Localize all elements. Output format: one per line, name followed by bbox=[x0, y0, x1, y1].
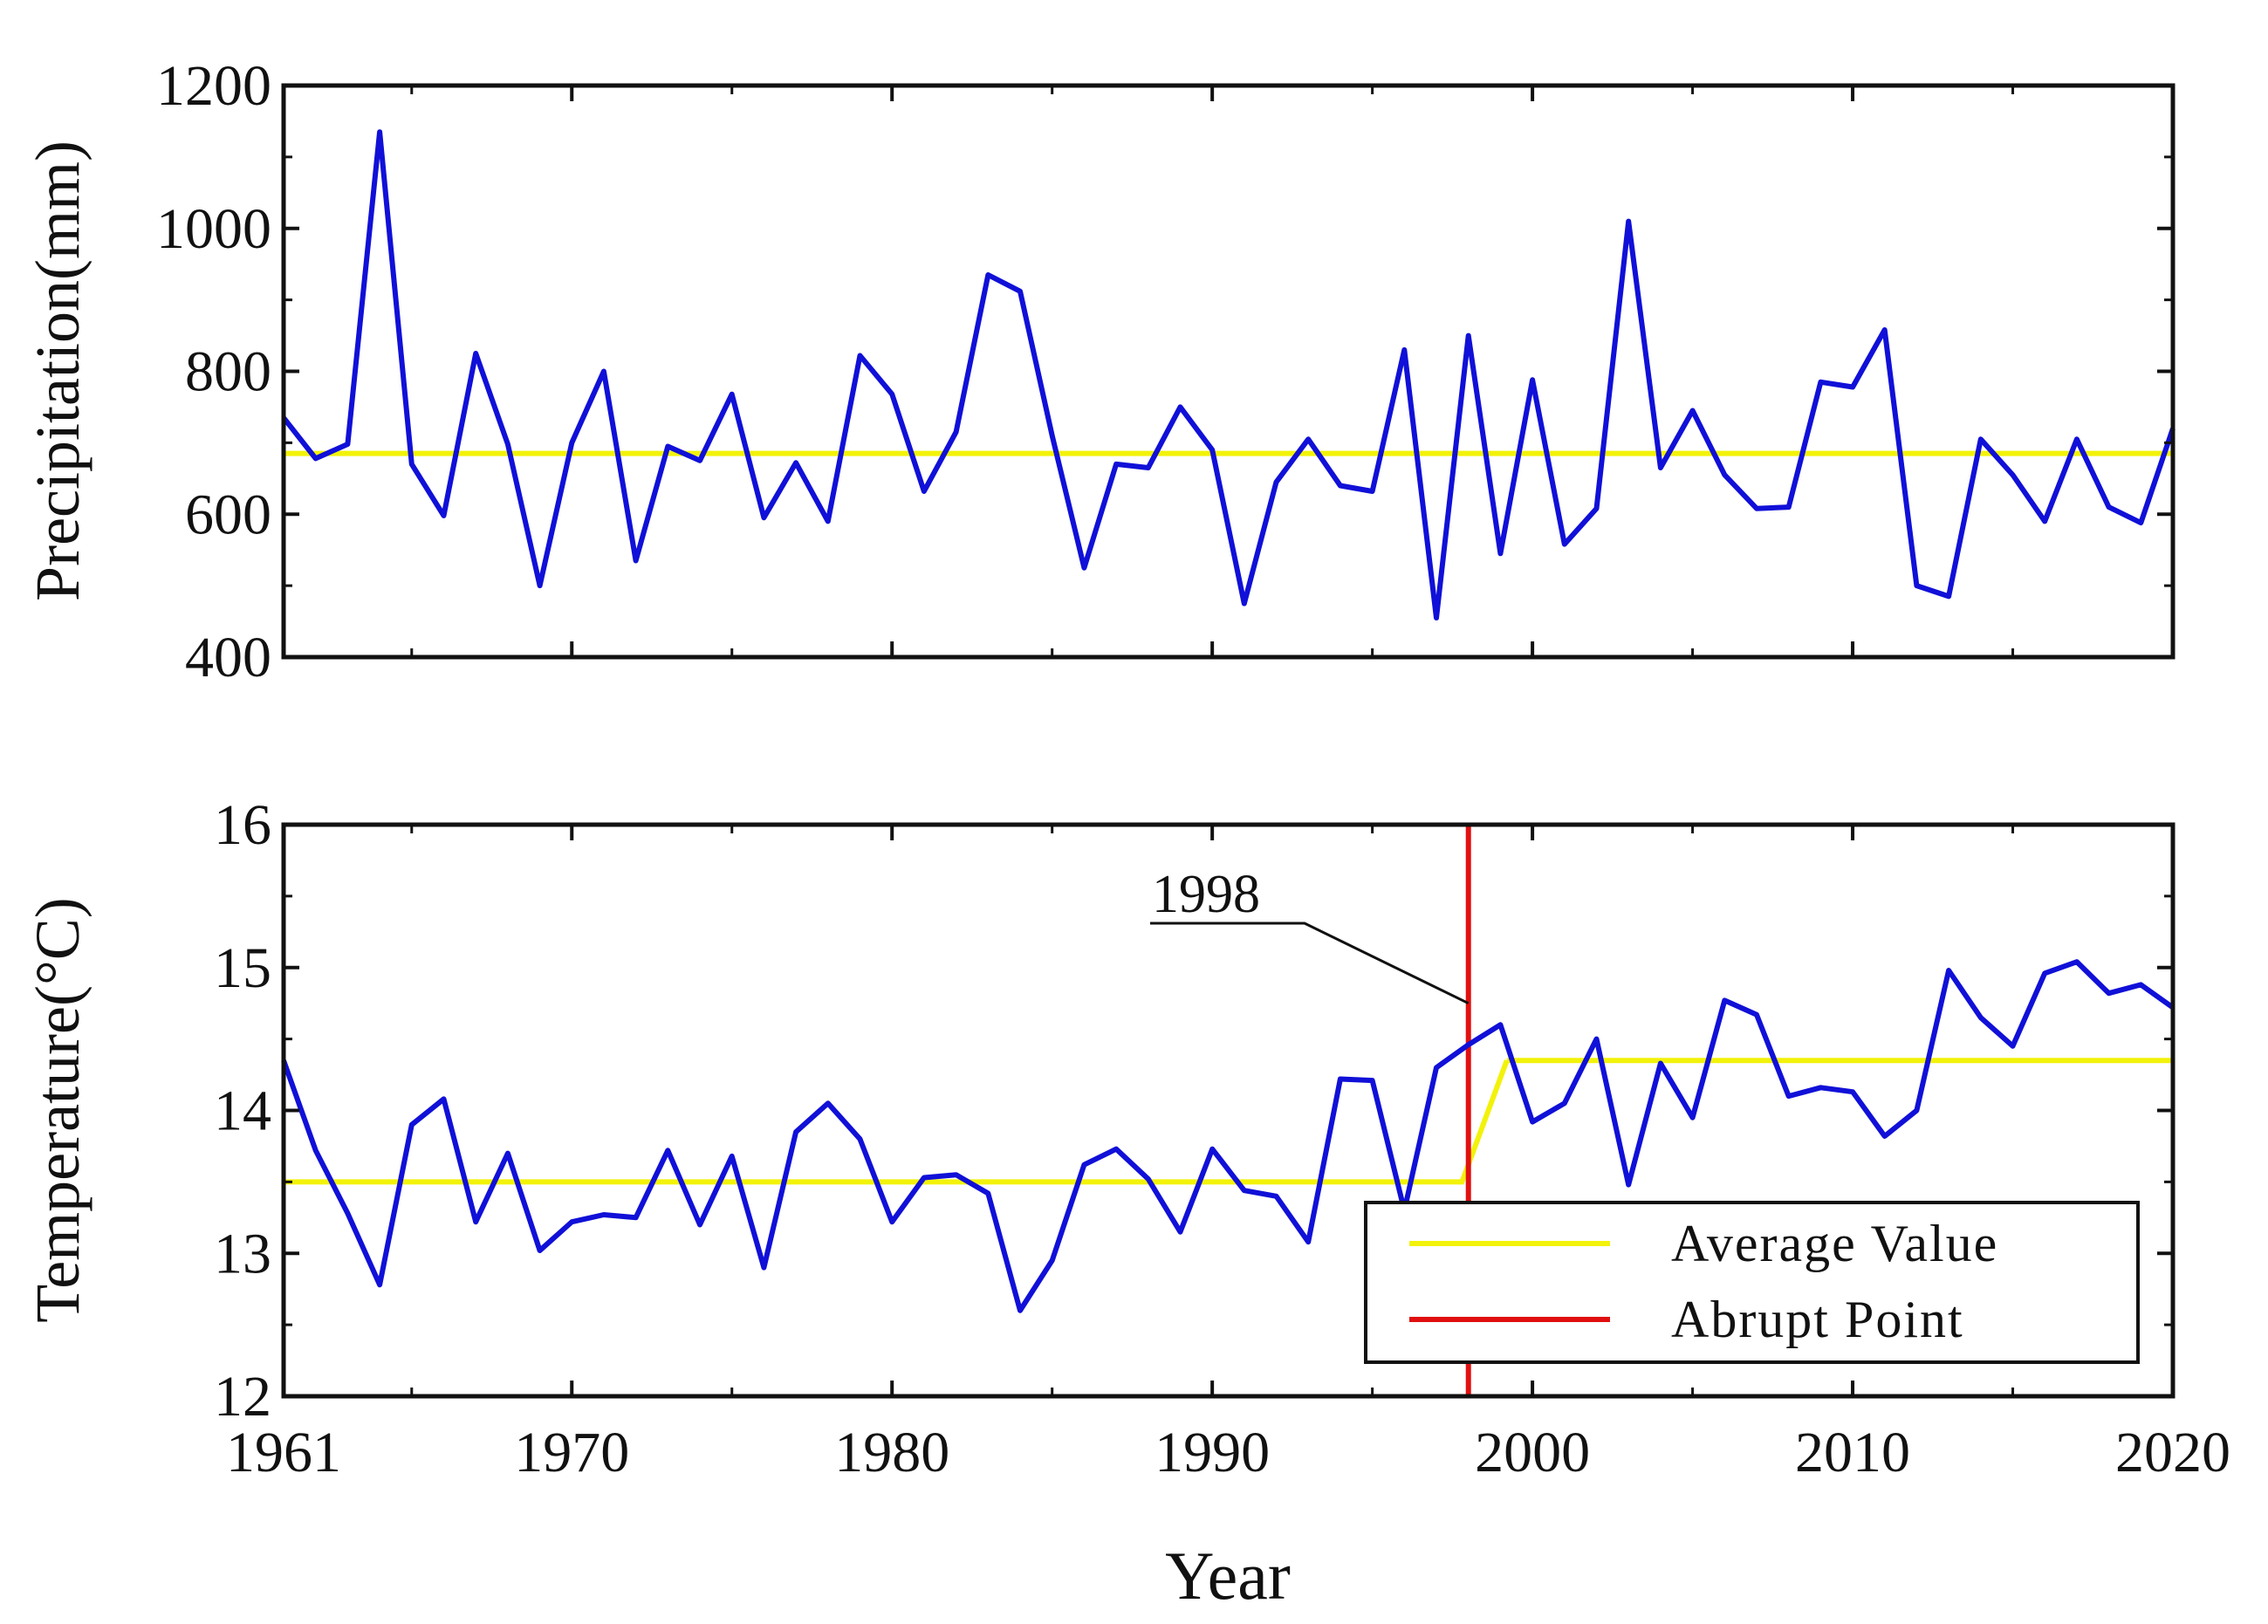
legend-label-average: Average Value bbox=[1671, 1215, 1998, 1272]
precipitation-y-axis-label: Precipitation(mm) bbox=[23, 140, 93, 601]
x-axis-label: Year bbox=[1165, 1538, 1291, 1614]
legend-box bbox=[1364, 1201, 2140, 1364]
annotation-label: 1998 bbox=[1152, 865, 1260, 924]
xtick-label: 1961 bbox=[226, 1421, 341, 1484]
temperature-average-line-before bbox=[284, 1059, 1510, 1185]
temperature-ytick-label: 12 bbox=[214, 1365, 271, 1429]
annotation-leader-line bbox=[1150, 922, 1470, 1005]
xtick-label: 2010 bbox=[1795, 1421, 1910, 1484]
precipitation-panel: 400 600 800 1000 1200 Precipitation(mm) bbox=[23, 54, 2175, 689]
temperature-ytick-label: 14 bbox=[214, 1079, 271, 1143]
temperature-y-axis-label: Temperature(°C) bbox=[23, 897, 93, 1323]
temperature-series-line bbox=[281, 959, 2175, 1313]
legend-label-abrupt: Abrupt Point bbox=[1671, 1291, 1964, 1348]
xtick-label: 2020 bbox=[2115, 1421, 2230, 1484]
xtick-label: 2000 bbox=[1475, 1421, 1590, 1484]
precipitation-series-line bbox=[281, 129, 2175, 620]
temperature-ytick-label: 13 bbox=[214, 1222, 271, 1285]
temperature-ytick-label: 15 bbox=[214, 936, 271, 1000]
temperature-ytick-label: 16 bbox=[214, 793, 271, 857]
precipitation-ytick-label: 1000 bbox=[156, 197, 271, 261]
precipitation-ytick-label: 400 bbox=[185, 626, 271, 689]
legend: Average Value Abrupt Point bbox=[1364, 1201, 2140, 1364]
temperature-axis-ticks: 12 13 14 15 16 1961 1970 1980 1990 2000 2010 2020 bbox=[214, 793, 2230, 1484]
precipitation-ytick-label: 800 bbox=[185, 340, 271, 404]
precipitation-ytick-label: 1200 bbox=[156, 54, 271, 118]
abrupt-year-annotation: 1998 bbox=[1150, 865, 1470, 1005]
temperature-panel: 1998 Average Value Abrupt Point 12 13 14 15… bbox=[23, 793, 2230, 1614]
xtick-label: 1970 bbox=[514, 1421, 629, 1484]
xtick-label: 1990 bbox=[1155, 1421, 1270, 1484]
precipitation-axis-ticks: 400 600 800 1000 1200 bbox=[156, 54, 2173, 689]
precipitation-ytick-label: 600 bbox=[185, 483, 271, 546]
xtick-label: 1980 bbox=[834, 1421, 949, 1484]
